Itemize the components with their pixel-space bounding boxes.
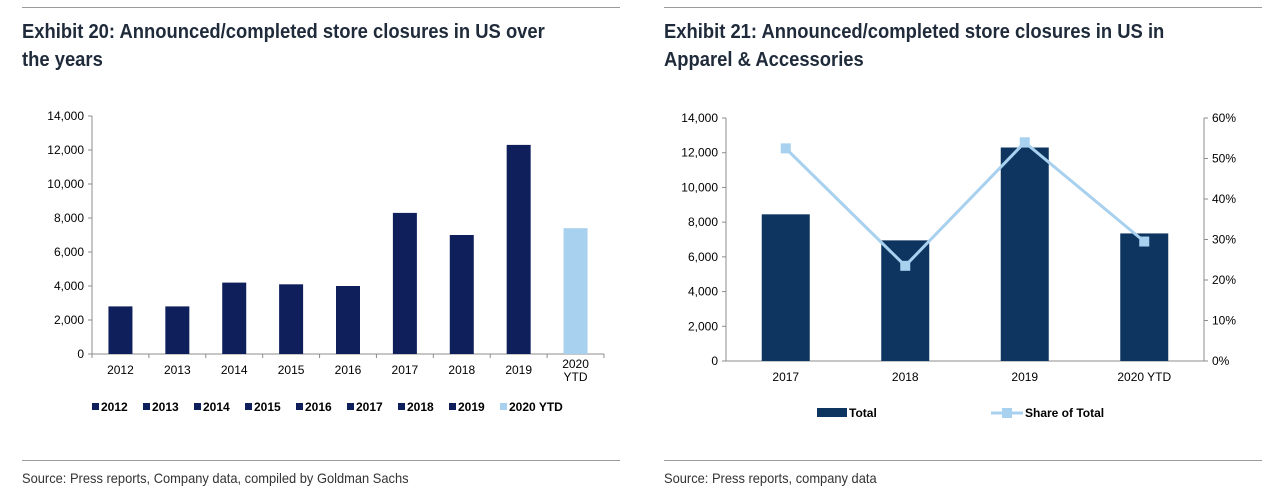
y2-tick-label: 60% [1212, 111, 1236, 125]
share-of-total-marker [780, 143, 791, 154]
y-tick-label: 12,000 [47, 143, 84, 157]
share-of-total-line [784, 140, 1146, 268]
legend-swatch-total [817, 408, 847, 417]
y-tick-label: 4,000 [688, 285, 718, 299]
legend-label-share: Share of Total [1025, 406, 1104, 420]
y-tick-label: 2,000 [54, 313, 84, 327]
legend-label: 2013 [152, 400, 179, 414]
legend-label: 2016 [305, 400, 332, 414]
top-rule [22, 7, 620, 8]
top-rule [664, 7, 1262, 8]
legend-swatch [143, 403, 150, 410]
x-tick-label: 2012 [107, 363, 134, 377]
bar-2017 [392, 212, 417, 354]
exhibit-20-chart: 0 2,000 4,000 6,000 8,000 10,000 12,000 14,000 2… [47, 109, 605, 414]
y-tick-label: 6,000 [688, 250, 718, 264]
x-tick-label: 2018 [448, 363, 475, 377]
bar-2020-ytd [563, 228, 588, 354]
legend-label: 2018 [407, 400, 434, 414]
share-of-total-marker [900, 260, 911, 271]
y-tick-label: 4,000 [54, 279, 84, 293]
exhibit-20-panel: Exhibit 20: Announced/completed store cl… [22, 0, 620, 493]
legend-swatch [449, 403, 456, 410]
y-tick-label: 12,000 [681, 146, 718, 160]
y-tick-label: 14,000 [47, 109, 84, 123]
legend-swatch [398, 403, 405, 410]
bar-2013 [165, 306, 190, 354]
legend-label: 2017 [356, 400, 383, 414]
legend-label: 2014 [203, 400, 230, 414]
x-tick-label: 2020 [562, 357, 589, 371]
x-tick-label: 2017 [772, 370, 799, 384]
legend-label: 2020 YTD [509, 400, 563, 414]
legend-label: 2012 [101, 400, 128, 414]
legend-swatch [194, 403, 201, 410]
bar-2012 [108, 306, 133, 354]
y-tick-label: 10,000 [681, 180, 718, 194]
y2-tick-label: 40% [1212, 192, 1236, 206]
legend-label-total: Total [849, 406, 877, 420]
y-tick-label: 10,000 [47, 177, 84, 191]
share-of-total-marker [1139, 236, 1150, 247]
bar-2019 [506, 144, 531, 354]
exhibit-20-title: Exhibit 20: Announced/completed store cl… [22, 21, 545, 71]
legend-swatch [500, 403, 507, 410]
bar-total-2017 [761, 214, 810, 361]
x-tick-label: 2017 [392, 363, 419, 377]
bar-total-2018 [881, 240, 930, 361]
bar-2015 [279, 284, 304, 354]
bar-2016 [336, 286, 360, 354]
bar-2014 [222, 282, 247, 354]
legend-label: 2019 [458, 400, 485, 414]
x-tick-label: 2020 YTD [1117, 370, 1171, 384]
y-tick-label: 8,000 [688, 215, 718, 229]
legend-swatch [347, 403, 354, 410]
y2-tick-label: 20% [1212, 273, 1236, 287]
x-tick-label: 2019 [505, 363, 532, 377]
x-tick-label: 2016 [335, 363, 362, 377]
y-tick-label: 0 [77, 347, 84, 361]
exhibit-20-source: Source: Press reports, Company data, com… [22, 470, 409, 486]
legend-label: 2015 [254, 400, 281, 414]
exhibit-21-chart: 0 2,000 4,000 6,000 8,000 10,000 12,000 14,000 0… [681, 111, 1236, 420]
bottom-rule [664, 460, 1262, 461]
legend-swatch [92, 403, 99, 410]
bar-total-2019 [1000, 147, 1049, 361]
x-tick-label: 2018 [892, 370, 919, 384]
share-of-total-marker [1019, 137, 1030, 148]
y-tick-label: 14,000 [681, 111, 718, 125]
y2-tick-label: 10% [1212, 314, 1236, 328]
y2-tick-label: 50% [1212, 152, 1236, 166]
y2-tick-label: 30% [1212, 233, 1236, 247]
y-tick-label: 2,000 [688, 319, 718, 333]
bar-2018 [449, 235, 474, 354]
exhibit-21-panel: Exhibit 21: Announced/completed store cl… [664, 0, 1262, 493]
y2-tick-label: 0% [1212, 354, 1230, 368]
x-tick-label: YTD [564, 370, 588, 384]
y-tick-label: 0 [711, 354, 718, 368]
y-tick-label: 8,000 [54, 211, 84, 225]
exhibit-21-title: Exhibit 21: Announced/completed store cl… [664, 21, 1165, 71]
x-tick-label: 2015 [278, 363, 305, 377]
x-tick-label: 2019 [1011, 370, 1038, 384]
bar-total-2020-ytd [1120, 233, 1169, 361]
exhibit-21-source: Source: Press reports, company data [664, 470, 877, 486]
legend-marker-share [1002, 408, 1012, 418]
legend-swatch [296, 403, 303, 410]
x-tick-label: 2013 [164, 363, 191, 377]
x-tick-label: 2014 [221, 363, 248, 377]
y-tick-label: 6,000 [54, 245, 84, 259]
bottom-rule [22, 460, 620, 461]
legend-swatch [245, 403, 252, 410]
